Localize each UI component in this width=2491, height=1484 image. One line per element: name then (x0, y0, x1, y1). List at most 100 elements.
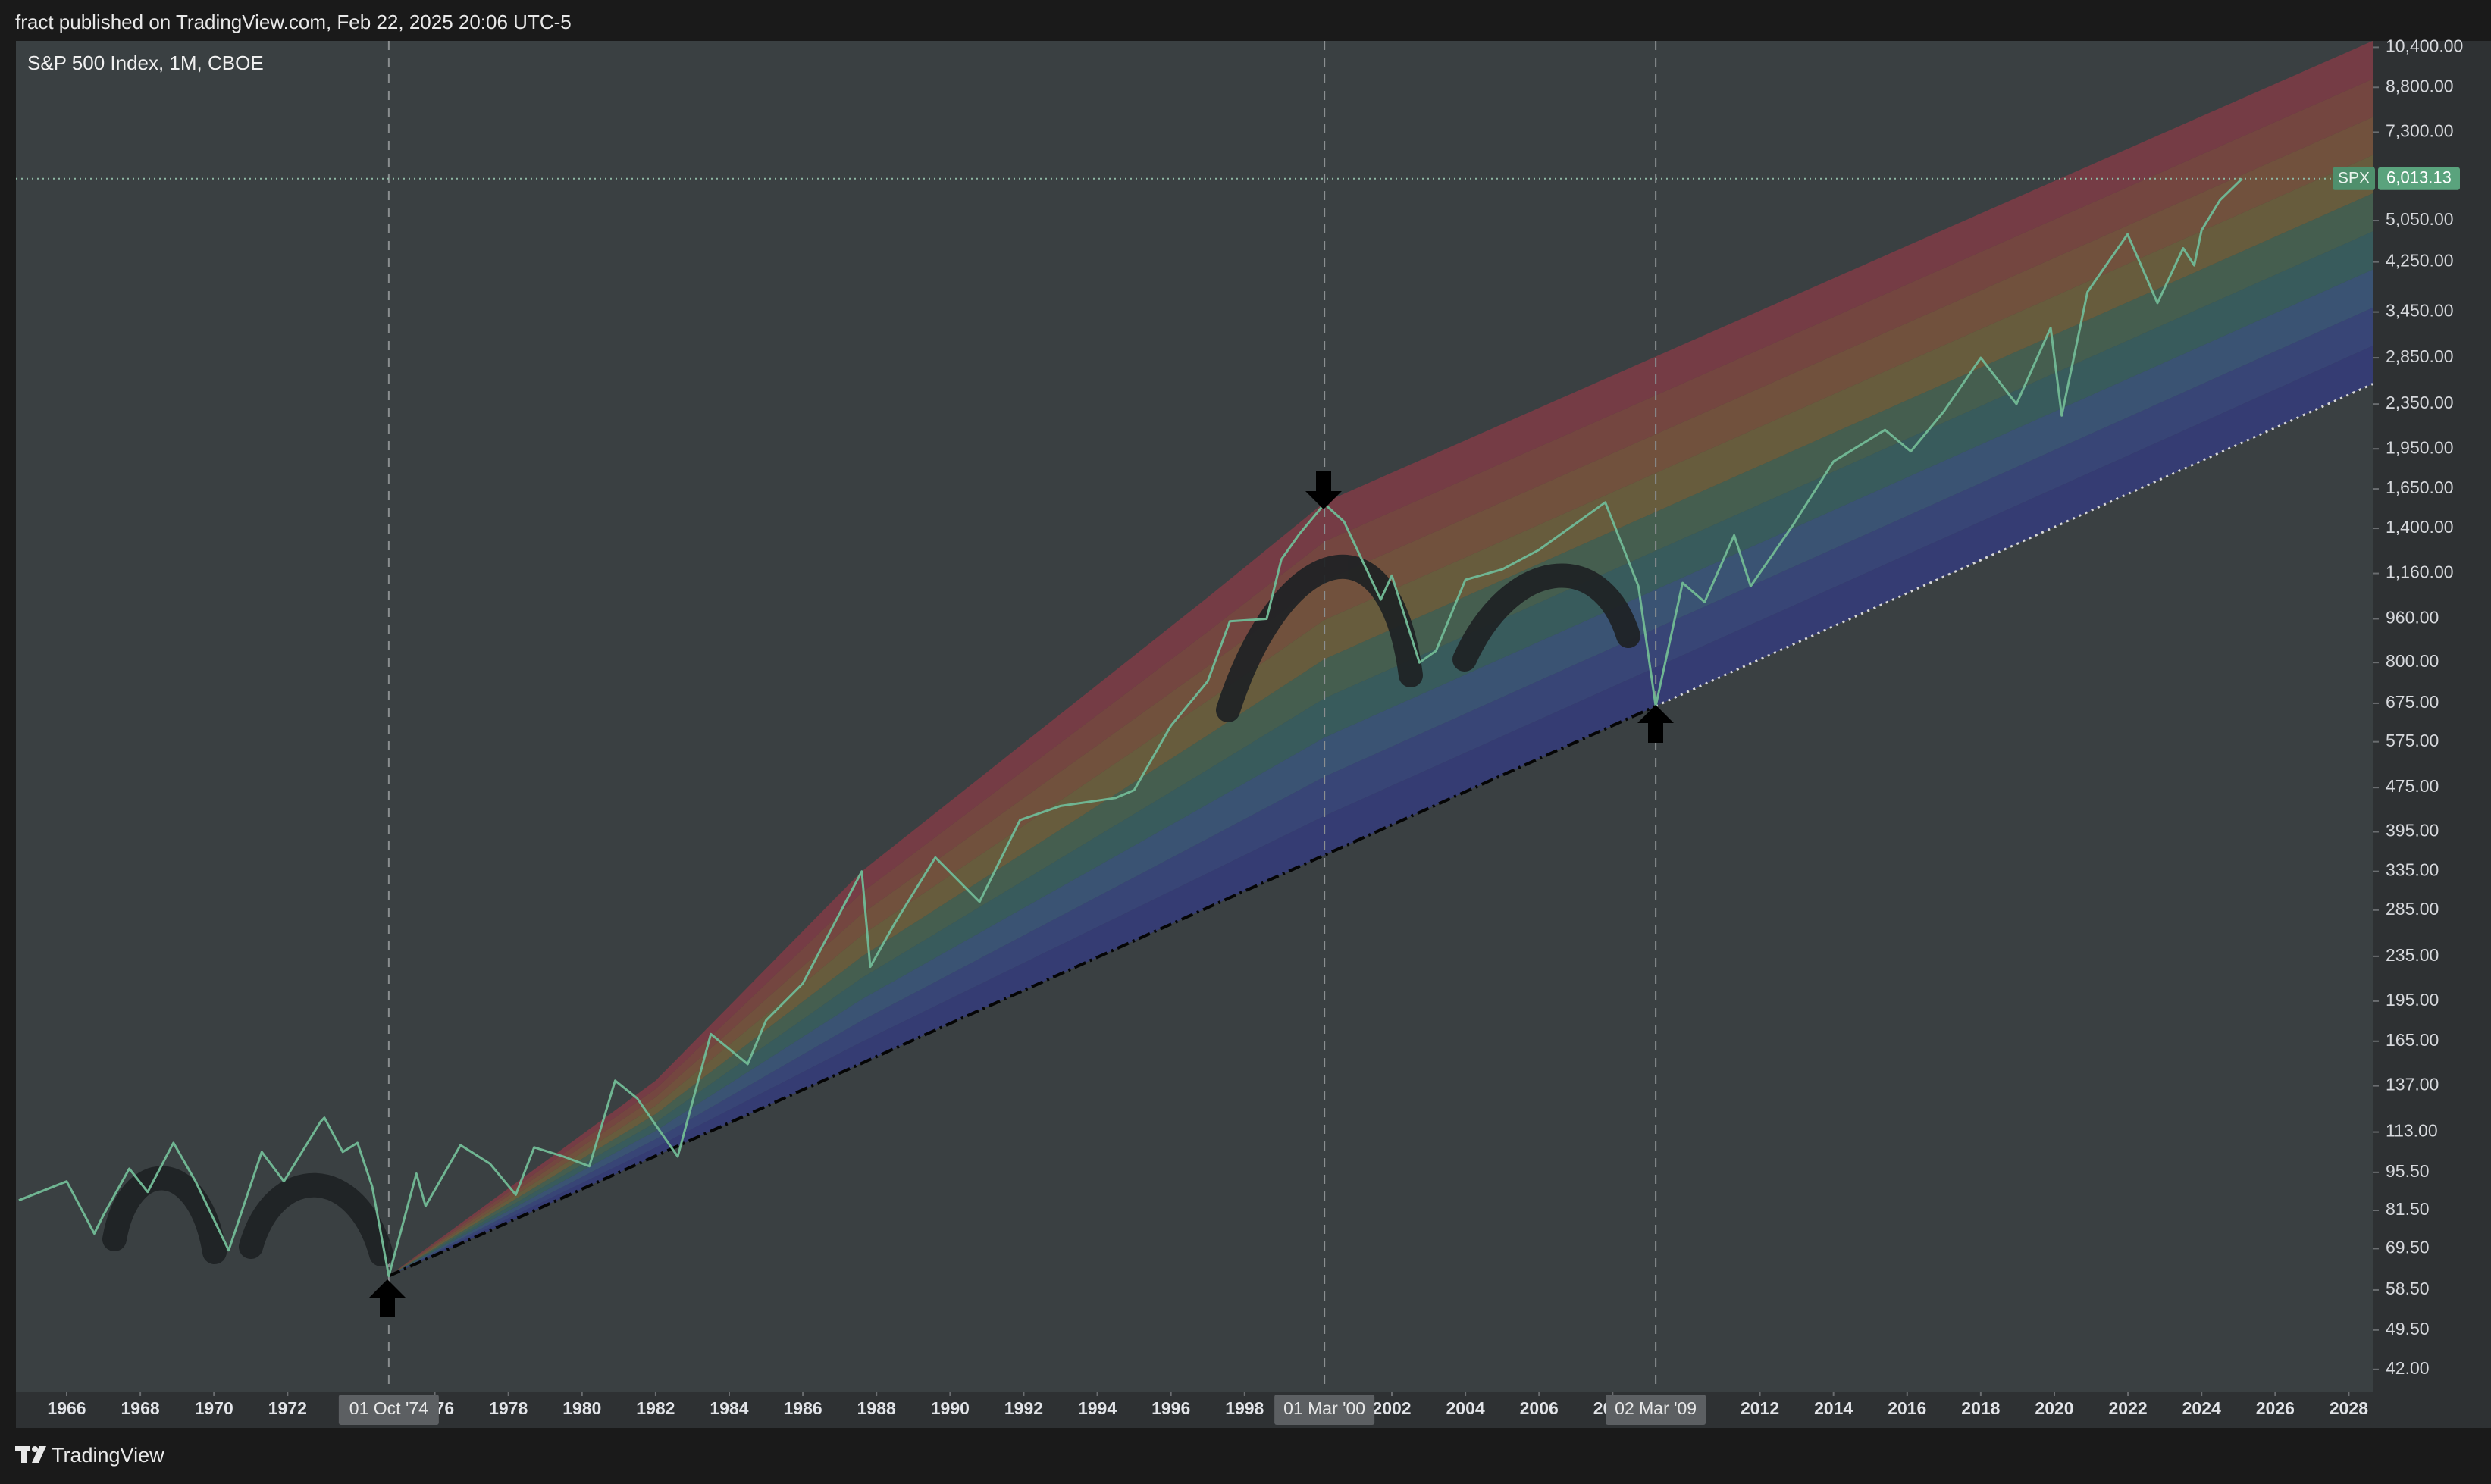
arc-drawing (1216, 554, 1423, 722)
y-tick-label: 81.50 (2386, 1199, 2430, 1219)
last-price-label: 6,013.13 (2386, 168, 2452, 187)
y-tick-label: 195.00 (2386, 990, 2439, 1010)
x-tick-label: 1980 (562, 1398, 601, 1418)
y-tick-label: 2,850.00 (2386, 346, 2454, 366)
caption: fract published on TradingView.com, Feb … (15, 11, 572, 33)
y-tick-label: 960.00 (2386, 608, 2439, 628)
y-tick-label: 475.00 (2386, 776, 2439, 796)
series-badge (2333, 167, 2375, 190)
x-tick-label: 1986 (784, 1398, 822, 1418)
brand-logo (15, 1446, 46, 1463)
y-tick-label: 335.00 (2386, 860, 2439, 880)
y-tick-label: 4,250.00 (2386, 251, 2454, 271)
series-badge-label: SPX (2338, 169, 2370, 186)
channel-band (388, 193, 2373, 1276)
y-tick-label: 113.00 (2386, 1121, 2438, 1141)
y-tick-label: 7,300.00 (2386, 121, 2454, 140)
y-tick-label: 95.50 (2386, 1161, 2430, 1181)
y-tick-label: 3,450.00 (2386, 301, 2454, 321)
y-tick-label: 1,400.00 (2386, 517, 2454, 537)
last-price-badge (2378, 167, 2460, 190)
channel-lower-line (388, 704, 1656, 1278)
y-tick-label: 1,650.00 (2386, 477, 2454, 497)
x-tick-label: 1996 (1152, 1398, 1190, 1418)
channel-lower-line (1655, 383, 2373, 708)
drawings (102, 554, 1640, 1266)
x-tick-label: 1972 (268, 1398, 307, 1418)
price-layer (18, 177, 2243, 1278)
x-tick-label: 1984 (710, 1398, 748, 1418)
marker-label-box (1274, 1395, 1375, 1425)
y-tick-label: 1,950.00 (2386, 437, 2454, 457)
y-tick-label: 285.00 (2386, 899, 2439, 919)
x-tick-label: 2020 (2035, 1398, 2073, 1418)
channel-band (388, 41, 2373, 1276)
y-tick-label: 42.00 (2386, 1358, 2430, 1378)
channel-band (388, 79, 2373, 1276)
arc-drawing (239, 1172, 393, 1266)
logo-part (32, 1446, 38, 1452)
x-tick-label: 2012 (1741, 1398, 1779, 1418)
channel-band (388, 269, 2373, 1276)
y-tick-label: 575.00 (2386, 731, 2439, 750)
x-tick-label: 2028 (2330, 1398, 2368, 1418)
y-tick-label: 8,800.00 (2386, 76, 2454, 95)
y-tick-label: 137.00 (2386, 1075, 2439, 1094)
channel-band (388, 231, 2373, 1276)
x-tick-label: 1970 (195, 1398, 233, 1418)
marker-label: 01 Oct '74 (349, 1398, 428, 1418)
x-tick-label: 2014 (1814, 1398, 1853, 1418)
x-tick-label: 2002 (1372, 1398, 1411, 1418)
y-tick-label: 800.00 (2386, 651, 2439, 671)
arc-drawing (1452, 563, 1640, 672)
chart-title: S&P 500 Index, 1M, CBOE (27, 52, 264, 74)
x-tick-label: 1978 (489, 1398, 528, 1418)
marker-label-box (1606, 1395, 1706, 1425)
axes: 10,400.00 8,800.00 7,300.00 5,050.00 4,250.0… (47, 36, 2463, 1425)
x-tick-label: 1998 (1225, 1398, 1264, 1418)
y-tick-label: 395.00 (2386, 821, 2439, 841)
x-tick-label: 2006 (1520, 1398, 1559, 1418)
x-tick-label: 1982 (636, 1398, 675, 1418)
x-tick-label: 2024 (2182, 1398, 2221, 1418)
x-tick-label: 2004 (1446, 1398, 1485, 1418)
y-tick-label: 58.50 (2386, 1279, 2430, 1298)
x-tick-label: 1994 (1078, 1398, 1117, 1418)
x-tick-label: 1990 (931, 1398, 970, 1418)
arrow-down (1305, 471, 1342, 509)
x-tick-label: 1992 (1004, 1398, 1043, 1418)
arc-drawing (102, 1166, 227, 1264)
y-tick-label: 5,050.00 (2386, 209, 2454, 229)
arrow-up (1637, 705, 1674, 743)
logo-part (21, 1446, 27, 1463)
y-tick-label: 235.00 (2386, 945, 2439, 965)
x-tick-label: 2026 (2256, 1398, 2295, 1418)
y-tick-label: 675.00 (2386, 692, 2439, 712)
arrows (369, 471, 1674, 1317)
channel-band (388, 346, 2373, 1276)
x-tick-label: 1968 (121, 1398, 160, 1418)
x-tick-label: 1966 (47, 1398, 86, 1418)
channel-band (388, 117, 2373, 1276)
brand: TradingView (52, 1444, 164, 1467)
marker-label: 02 Mar '09 (1615, 1398, 1697, 1418)
y-tick-label: 10,400.00 (2386, 36, 2463, 55)
x-tick-label: 1988 (857, 1398, 896, 1418)
chart-layers: 10,400.00 8,800.00 7,300.00 5,050.00 4,250.0… (16, 36, 2463, 1425)
overlay-lines (16, 41, 2373, 1392)
price-line (18, 177, 2243, 1278)
y-tick-label: 1,160.00 (2386, 562, 2454, 582)
marker-label: 01 Mar '00 (1283, 1398, 1365, 1418)
price-axis (2373, 41, 2491, 1428)
channel-band (388, 308, 2373, 1276)
logo-part (32, 1446, 46, 1463)
y-tick-label: 165.00 (2386, 1030, 2439, 1050)
y-tick-label: 2,350.00 (2386, 393, 2454, 412)
marker-label-box (338, 1395, 439, 1425)
x-tick-label: 2016 (1888, 1398, 1926, 1418)
arrow-up (369, 1279, 406, 1317)
x-tick-label: 2022 (2109, 1398, 2148, 1418)
y-tick-label: 69.50 (2386, 1237, 2430, 1257)
y-tick-label: 49.50 (2386, 1319, 2430, 1338)
